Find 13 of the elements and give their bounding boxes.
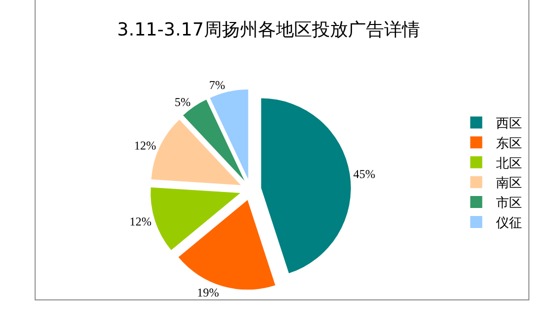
data-label: 12% <box>134 138 156 153</box>
legend-label: 市区 <box>496 196 522 212</box>
legend-label: 仪征 <box>496 216 522 232</box>
legend-label: 西区 <box>496 116 522 132</box>
legend-label: 东区 <box>496 136 522 152</box>
data-label: 19% <box>197 286 220 300</box>
legend-label: 北区 <box>496 156 522 172</box>
legend-label: 南区 <box>496 176 522 192</box>
data-label: 7% <box>209 78 226 92</box>
data-label: 12% <box>130 214 152 228</box>
chart-title: 3.11-3.17周扬州各地区投放广告详情 <box>117 19 420 40</box>
data-label: 45% <box>353 166 376 181</box>
data-label: 5% <box>174 94 191 109</box>
